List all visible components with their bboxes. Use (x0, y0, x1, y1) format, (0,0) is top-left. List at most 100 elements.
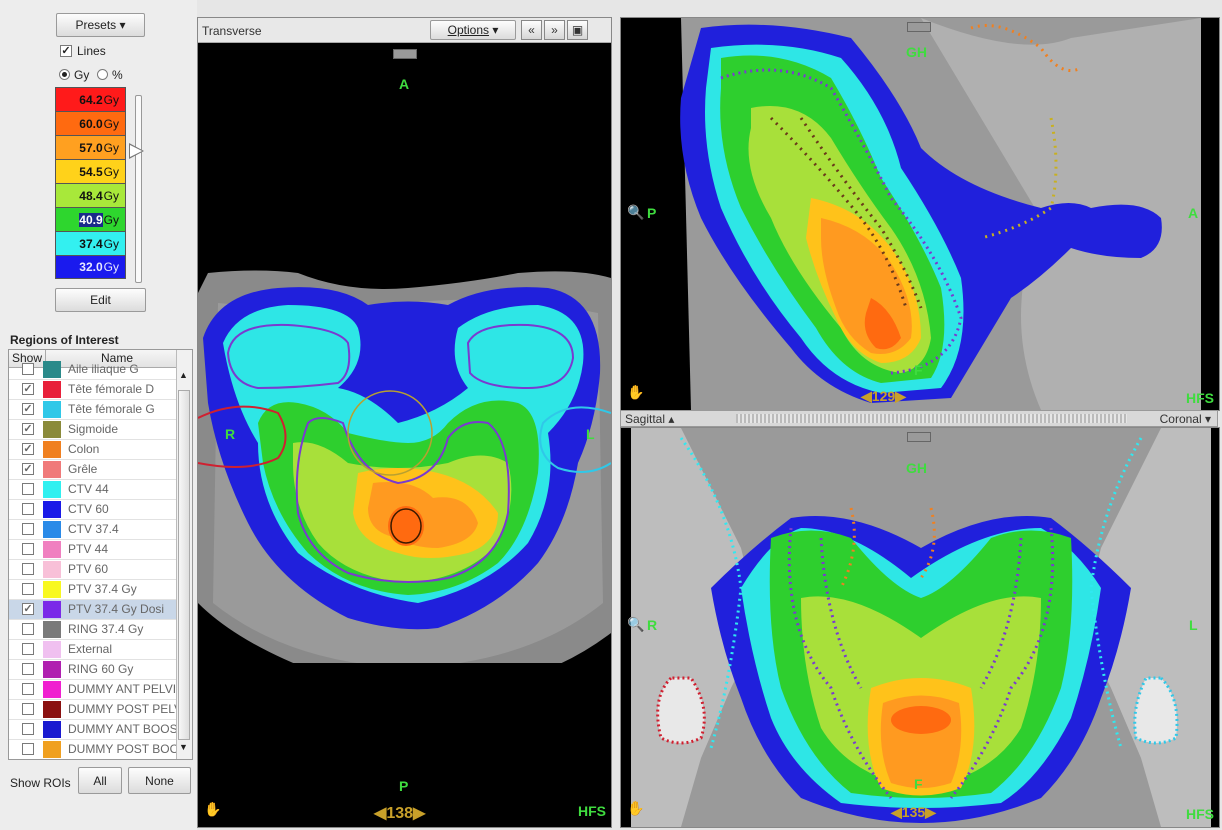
roi-name: DUMMY POST PELV (68, 702, 176, 716)
sagittal-image[interactable] (621, 18, 1219, 410)
next-slice-icon[interactable]: » (544, 20, 565, 40)
lines-checkbox[interactable]: ✓ (60, 45, 72, 57)
coronal-image[interactable] (621, 428, 1219, 827)
transverse-slice-number[interactable]: ◀138▶ (374, 805, 426, 822)
sagittal-slice-value: 129 (871, 388, 896, 404)
coronal-slice-number[interactable]: ◀135▶ (891, 804, 936, 820)
roi-row[interactable]: RING 37.4 Gy (9, 620, 176, 640)
roi-visibility-checkbox[interactable] (22, 503, 34, 515)
roi-visibility-checkbox[interactable]: ✓ (22, 443, 34, 455)
roi-row[interactable]: CTV 37.4 (9, 520, 176, 540)
roi-visibility-checkbox[interactable]: ✓ (22, 603, 34, 615)
scroll-up-icon[interactable]: ▲ (179, 370, 188, 380)
transverse-view[interactable]: Transverse Options ▾ « » ▣ A R L P ✋ ◀13… (197, 17, 612, 828)
dose-slider-thumb[interactable] (129, 143, 144, 159)
roi-visibility-checkbox[interactable] (22, 583, 34, 595)
roi-visibility-checkbox[interactable]: ✓ (22, 463, 34, 475)
pan-hand-icon[interactable]: ✋ (627, 384, 645, 400)
roi-visibility-checkbox[interactable]: ✓ (22, 423, 34, 435)
unit-percent-radio[interactable] (97, 69, 108, 80)
dose-slider-track[interactable] (135, 95, 142, 283)
sagittal-view-selector[interactable]: Sagittal ▴ (625, 412, 675, 426)
previous-slice-icon[interactable]: « (521, 20, 542, 40)
edit-levels-button[interactable]: Edit (55, 288, 146, 312)
scroll-down-icon[interactable]: ▼ (179, 742, 188, 752)
dose-level-item[interactable]: 48.4 Gy (55, 183, 126, 207)
roi-visibility-checkbox[interactable] (22, 703, 34, 715)
roi-row[interactable]: DUMMY ANT PELVI (9, 680, 176, 700)
roi-visibility-checkbox[interactable]: ✓ (22, 403, 34, 415)
roi-scrollbar[interactable]: ▲ ▼ (176, 350, 192, 759)
roi-row[interactable]: Aile iliaque G (9, 360, 176, 380)
unit-gy-radio[interactable] (59, 69, 70, 80)
roi-row[interactable]: ✓ Grêle (9, 460, 176, 480)
transverse-slice-value: 138 (386, 805, 414, 822)
splitter-grip[interactable] (736, 414, 1127, 423)
view-splitter[interactable]: Sagittal ▴ Coronal ▾ (620, 410, 1218, 427)
col-name-header[interactable]: Name (101, 351, 134, 365)
dose-level-item[interactable]: 60.0 Gy (55, 111, 126, 135)
dose-level-item[interactable]: 32.0 Gy (55, 255, 126, 279)
roi-row[interactable]: PTV 37.4 Gy (9, 580, 176, 600)
roi-name: CTV 44 (68, 482, 109, 496)
roi-visibility-checkbox[interactable] (22, 643, 34, 655)
sagittal-slice-number[interactable]: ◀129▶ (861, 388, 906, 404)
roi-visibility-checkbox[interactable] (22, 363, 34, 375)
presets-button[interactable]: Presets ▾ (56, 13, 145, 37)
roi-row[interactable]: ✓ PTV 37.4 Gy Dosi (9, 600, 176, 620)
pan-hand-icon[interactable]: ✋ (204, 801, 222, 817)
roi-row[interactable]: ✓ Sigmoide (9, 420, 176, 440)
roi-row[interactable]: CTV 44 (9, 480, 176, 500)
roi-row[interactable]: PTV 44 (9, 540, 176, 560)
orient-left-label: L (586, 426, 595, 442)
coronal-view[interactable]: GH 🔍 R L F ✋ ◀135▶ HFS (620, 427, 1220, 828)
sagittal-view[interactable]: GH 🔍 P A F ✋ ◀129▶ HFS (620, 17, 1220, 411)
maximize-icon[interactable]: ▣ (567, 20, 588, 40)
orient-inferior-label: F (914, 776, 923, 792)
roi-visibility-checkbox[interactable] (22, 663, 34, 675)
col-show-header[interactable]: Show (12, 351, 43, 365)
options-button[interactable]: Options ▾ (430, 20, 516, 40)
transverse-image[interactable] (198, 43, 611, 827)
roi-visibility-checkbox[interactable] (22, 623, 34, 635)
roi-visibility-checkbox[interactable] (22, 723, 34, 735)
show-all-button[interactable]: All (78, 767, 122, 794)
pan-hand-icon[interactable]: ✋ (627, 800, 645, 816)
coronal-view-selector[interactable]: Coronal ▾ (1159, 412, 1211, 426)
dose-level-unit: Gy (103, 140, 119, 155)
zoom-icon[interactable]: 🔍 (627, 204, 645, 220)
roi-row[interactable]: External (9, 640, 176, 660)
roi-row[interactable]: CTV 60 (9, 500, 176, 520)
roi-visibility-checkbox[interactable] (22, 543, 34, 555)
roi-row[interactable]: PTV 60 (9, 560, 176, 580)
dose-level-item[interactable]: 54.5 Gy (55, 159, 126, 183)
roi-visibility-checkbox[interactable] (22, 683, 34, 695)
roi-row[interactable]: ✓ Colon (9, 440, 176, 460)
coronal-hfs-label: HFS (1186, 806, 1214, 822)
roi-row[interactable]: DUMMY ANT BOOS (9, 720, 176, 740)
dose-level-value: 64.2 (79, 92, 103, 107)
zoom-icon[interactable]: 🔍 (627, 616, 645, 632)
roi-row[interactable]: DUMMY POST PELV (9, 700, 176, 720)
roi-row[interactable]: ✓ Tête fémorale D (9, 380, 176, 400)
roi-row[interactable]: RING 60 Gy (9, 660, 176, 680)
dose-level-unit: Gy (103, 116, 119, 131)
roi-visibility-checkbox[interactable] (22, 523, 34, 535)
roi-visibility-checkbox[interactable] (22, 563, 34, 575)
dose-level-item[interactable]: 64.2 Gy (55, 87, 126, 111)
roi-visibility-checkbox[interactable] (22, 483, 34, 495)
roi-visibility-checkbox[interactable]: ✓ (22, 383, 34, 395)
dose-level-item[interactable]: 40.9 Gy (55, 207, 126, 231)
dose-level-item[interactable]: 57.0 Gy (55, 135, 126, 159)
roi-row[interactable]: DUMMY POST BOO (9, 740, 176, 759)
roi-visibility-checkbox[interactable] (22, 743, 34, 755)
dose-level-item[interactable]: 37.4 Gy (55, 231, 126, 255)
scroll-thumb[interactable] (178, 390, 190, 740)
roi-row[interactable]: ✓ Tête fémorale G (9, 400, 176, 420)
roi-name: Tête fémorale D (68, 382, 155, 396)
orient-right-label: R (647, 617, 658, 633)
options-label: Options (447, 23, 489, 37)
roi-color-swatch (43, 461, 61, 478)
roi-color-swatch (43, 641, 61, 658)
show-none-button[interactable]: None (128, 767, 191, 794)
